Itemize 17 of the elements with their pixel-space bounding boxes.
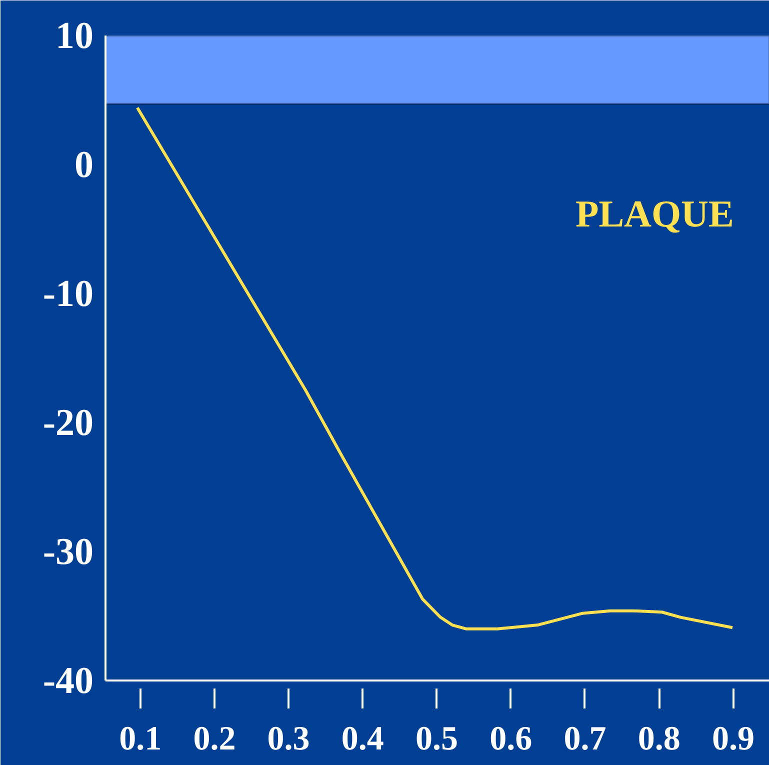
y-tick-label: 0 [74, 144, 94, 186]
x-tick-label: 0.2 [193, 720, 236, 758]
x-tick-label: 0.9 [712, 720, 754, 758]
x-tick-label: 0.3 [267, 720, 310, 758]
y-tick-label: -10 [42, 273, 94, 315]
y-tick-label: -20 [42, 402, 94, 444]
line-series [136, 106, 734, 630]
x-tick-label: 0.5 [416, 720, 458, 758]
text: PLAQUE [576, 194, 734, 236]
x-tick-label: 0.8 [638, 720, 680, 758]
y-tick-label: 10 [56, 15, 94, 57]
x-tick-label: 0.6 [490, 720, 532, 758]
x-tick-label: 0.4 [341, 720, 384, 758]
x-tick-label: 0.7 [564, 720, 606, 758]
x-tick-label: 0.1 [119, 720, 162, 758]
y-tick-label: -40 [42, 660, 94, 702]
y-tick-label: -30 [42, 531, 94, 573]
